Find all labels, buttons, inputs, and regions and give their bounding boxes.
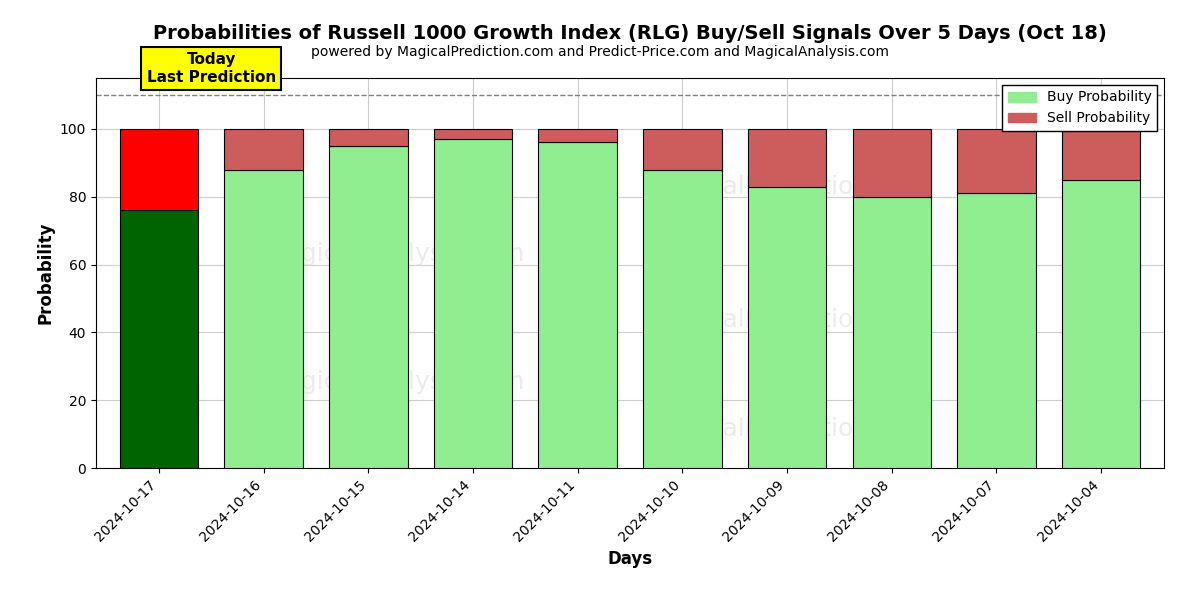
Bar <box>1062 180 1140 468</box>
Bar <box>539 142 617 468</box>
Bar <box>748 129 827 187</box>
Bar <box>643 129 721 170</box>
Text: MagicalPrediction.com: MagicalPrediction.com <box>649 417 931 441</box>
Bar <box>1062 129 1140 180</box>
Bar <box>958 129 1036 193</box>
Bar <box>329 146 408 468</box>
Bar <box>539 129 617 142</box>
Bar <box>329 129 408 146</box>
Bar <box>852 197 931 468</box>
Bar <box>224 170 302 468</box>
Text: Today
Last Prediction: Today Last Prediction <box>146 52 276 85</box>
Text: MagicalPrediction.com: MagicalPrediction.com <box>649 175 931 199</box>
Bar <box>748 187 827 468</box>
Bar <box>433 139 512 468</box>
Bar <box>852 129 931 197</box>
Y-axis label: Probability: Probability <box>36 222 54 324</box>
Text: MagicalAnalysis.com: MagicalAnalysis.com <box>265 370 526 394</box>
Bar <box>120 210 198 468</box>
Bar <box>433 129 512 139</box>
Bar <box>224 129 302 170</box>
Text: powered by MagicalPrediction.com and Predict-Price.com and MagicalAnalysis.com: powered by MagicalPrediction.com and Pre… <box>311 45 889 59</box>
Text: MagicalPrediction.com: MagicalPrediction.com <box>649 308 931 332</box>
Text: MagicalAnalysis.com: MagicalAnalysis.com <box>265 241 526 265</box>
X-axis label: Days: Days <box>607 550 653 568</box>
Title: Probabilities of Russell 1000 Growth Index (RLG) Buy/Sell Signals Over 5 Days (O: Probabilities of Russell 1000 Growth Ind… <box>154 24 1106 43</box>
Bar <box>120 129 198 210</box>
Bar <box>643 170 721 468</box>
Legend: Buy Probability, Sell Probability: Buy Probability, Sell Probability <box>1002 85 1157 131</box>
Bar <box>958 193 1036 468</box>
